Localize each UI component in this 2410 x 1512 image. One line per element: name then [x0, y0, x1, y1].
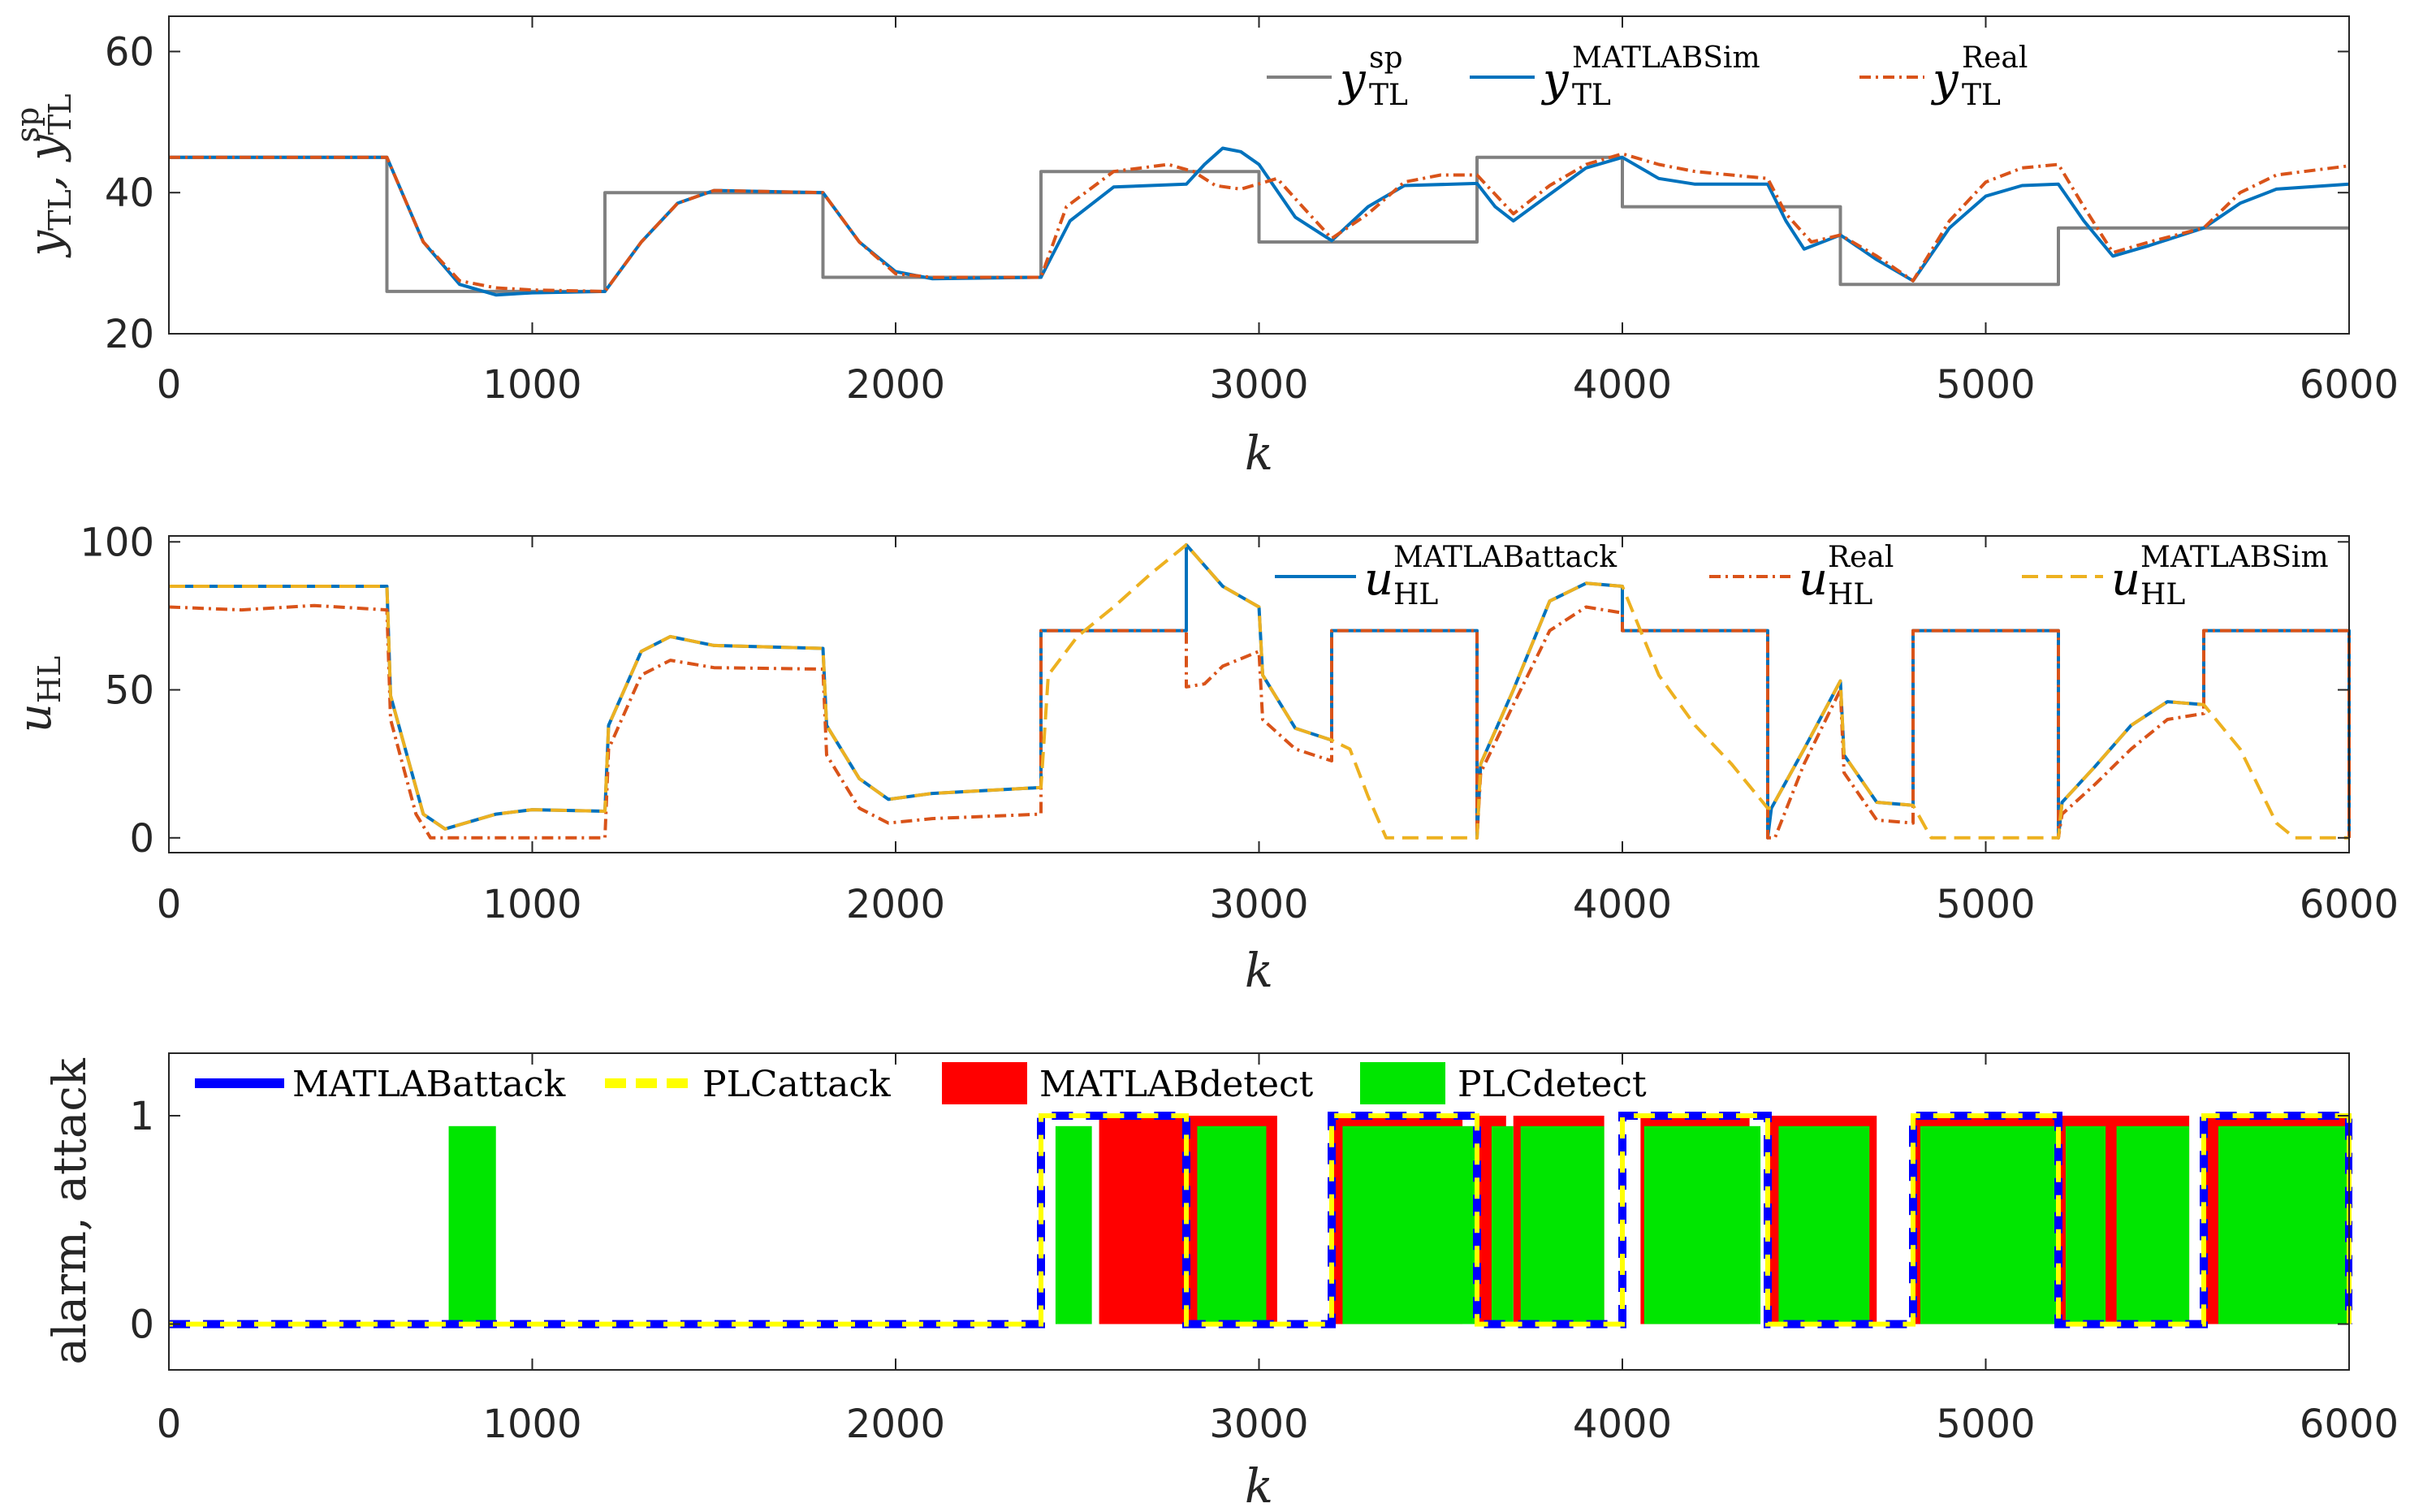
legend-label: PLCdetect — [1458, 1064, 1647, 1105]
legend-label-base: u — [2111, 553, 2140, 606]
y-label-base: u — [9, 703, 62, 732]
x-tick-label: 4000 — [1573, 1402, 1672, 1447]
plot-layer — [169, 542, 2351, 840]
PLCdetect-bar — [1055, 1125, 1092, 1324]
y-tick-label: 0 — [129, 816, 154, 862]
x-tick-label: 2000 — [846, 882, 945, 927]
x-tick-label: 0 — [157, 882, 182, 927]
x-axis-label: k — [1245, 426, 1273, 481]
legend-label-sup: sp — [1369, 41, 1403, 75]
x-tick-label: 1000 — [482, 1402, 581, 1447]
plot-layer — [169, 146, 2350, 297]
legend-label-base: u — [1364, 553, 1393, 606]
x-axis-label: k — [1245, 943, 1273, 998]
PLCdetect-bar — [2116, 1125, 2190, 1324]
PLCdetect-bar — [448, 1125, 496, 1324]
legend-label-sub: TL — [1962, 79, 2001, 112]
x-tick-label: 0 — [157, 1402, 182, 1447]
y-tick-label: 40 — [105, 171, 154, 216]
x-tick-label: 6000 — [2300, 362, 2399, 408]
x-tick-label: 0 — [157, 362, 182, 408]
y-label-sep: , — [19, 161, 72, 190]
PLCattack-line — [169, 1113, 2352, 1327]
y-axis-label: uHL — [9, 656, 67, 732]
legend-label-sub: HL — [1393, 578, 1438, 611]
PLCdetect-bar — [1491, 1125, 1514, 1324]
y-axis-label: yTL, yTLsp — [10, 93, 78, 258]
PLCdetect-bar — [1778, 1125, 1870, 1324]
PLCdetect-bar — [1342, 1125, 1477, 1324]
plot-layer — [169, 1112, 2352, 1328]
MATLABdetect-bar — [1099, 1115, 1186, 1324]
x-tick-label: 1000 — [482, 362, 581, 408]
y-axis-label: alarm, attack — [44, 1057, 97, 1364]
plot-area — [169, 536, 2349, 853]
PLCdetect-bar — [2065, 1125, 2106, 1324]
legend-label: MATLABdetect — [1039, 1064, 1314, 1105]
x-tick-label: 2000 — [846, 362, 945, 408]
legend-label-sup: MATLABattack — [1393, 541, 1617, 574]
legend-label-base: y — [1337, 54, 1367, 106]
y-label-sub-2: TL — [42, 93, 78, 135]
y-label-sub: HL — [32, 656, 67, 703]
x-tick-label: 3000 — [1209, 362, 1308, 408]
y-tick-label: 20 — [105, 312, 154, 357]
y-tick-label: 0 — [129, 1302, 154, 1348]
legend-swatch-3 — [1360, 1062, 1445, 1104]
x-tick-label: 6000 — [2300, 1402, 2399, 1447]
y-label-base: y — [19, 230, 72, 259]
series-y_TL^sp — [169, 155, 2349, 293]
legend: MATLABattack PLCattack MATLABdetect PLCdete… — [195, 1062, 1647, 1105]
legend-label-sup: Real — [1962, 41, 2028, 75]
legend-label-sup: MATLABSim — [2140, 541, 2329, 574]
legend-label: PLCattack — [702, 1064, 891, 1105]
y-tick-label: 1 — [129, 1094, 154, 1139]
PLCdetect-bar — [1197, 1125, 1267, 1324]
y-tick-label: 50 — [105, 668, 154, 714]
y-label-sub: TL — [42, 189, 78, 231]
x-tick-label: 4000 — [1573, 362, 1672, 408]
PLCdetect-bar — [1920, 1125, 2058, 1324]
legend-label-sub: TL — [1369, 79, 1408, 112]
x-tick-label: 1000 — [482, 882, 581, 927]
y-label-sup: sp — [10, 107, 45, 143]
x-tick-label: 6000 — [2300, 882, 2399, 927]
legend-label-sub: TL — [1572, 79, 1611, 112]
series-y_TL^Real — [169, 152, 2350, 293]
legend-label-sup: MATLABSim — [1572, 41, 1760, 75]
x-tick-label: 2000 — [846, 1402, 945, 1447]
x-tick-label: 3000 — [1209, 882, 1308, 927]
legend-label-sub: HL — [2140, 578, 2185, 611]
x-tick-label: 5000 — [1936, 362, 2035, 408]
bottom-panel: 0 1000 2000 3000 4000 5000 6000 0 1 k alarm, attac… — [44, 1052, 2399, 1512]
x-tick-label: 4000 — [1573, 882, 1672, 927]
x-tick-label: 3000 — [1209, 1402, 1308, 1447]
legend-swatch-2 — [942, 1062, 1027, 1104]
x-axis-label: k — [1245, 1458, 1273, 1512]
legend-label-sup: Real — [1828, 541, 1894, 574]
MATLABattack-line — [169, 1112, 2352, 1328]
y-tick-label: 60 — [105, 29, 154, 75]
x-tick-label: 5000 — [1936, 882, 2035, 927]
x-tick-label: 5000 — [1936, 1402, 2035, 1447]
legend-label-base: u — [1799, 553, 1828, 606]
legend-label-sub: HL — [1828, 578, 1872, 611]
y-label-base-2: y — [19, 134, 72, 163]
legend-label-base: y — [1930, 54, 1959, 106]
legend-label: MATLABattack — [292, 1064, 566, 1105]
PLCdetect-bar — [1520, 1125, 1605, 1324]
PLCdetect-bar — [2218, 1125, 2349, 1324]
PLCdetect-bar — [1643, 1125, 1761, 1324]
series-u_HL^Real — [169, 603, 2351, 840]
y-tick-label: 100 — [80, 520, 154, 565]
series-u_HL^MATLABSim — [169, 542, 2349, 840]
legend-label-base: y — [1540, 54, 1570, 106]
